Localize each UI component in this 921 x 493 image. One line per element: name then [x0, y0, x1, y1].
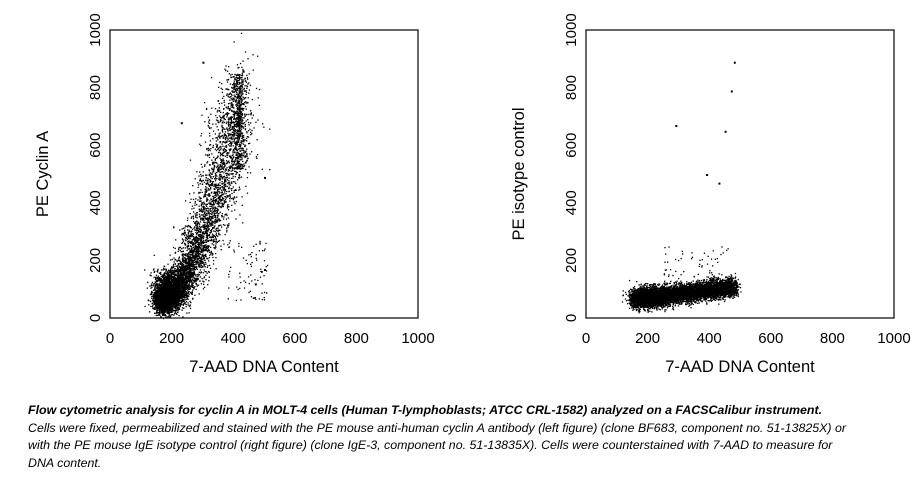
figure-caption: Flow cytometric analysis for cyclin A in… [28, 402, 848, 472]
x-tick-label: 1000 [401, 330, 434, 347]
outlier-point [180, 122, 183, 125]
outlier-point [242, 70, 245, 73]
x-tick-label: 200 [159, 330, 184, 347]
outlier-point [224, 179, 226, 182]
y-tick-label: 200 [563, 248, 580, 273]
y-tick-label: 0 [563, 314, 580, 322]
outlier-point [675, 125, 678, 127]
x-tick-label: 1000 [877, 330, 910, 347]
x-tick-label: 800 [820, 330, 845, 347]
scatter-dots-2 [621, 61, 742, 314]
x-tick-label: 800 [344, 330, 369, 347]
x-axis-label: 7-AAD DNA Content [189, 358, 339, 376]
x-axis-label: 7-AAD DNA Content [665, 358, 815, 376]
x-tick-label: 600 [758, 330, 783, 347]
x-tick-label: 0 [582, 330, 590, 347]
outlier-point [230, 156, 233, 159]
plot-frame-2 [585, 29, 895, 319]
x-tick-label: 400 [697, 330, 722, 347]
y-tick-label: 400 [563, 190, 580, 215]
x-tick-label: 0 [106, 330, 114, 347]
outlier-point [264, 269, 266, 271]
outlier-point [217, 197, 220, 199]
caption-text: Cells were fixed, permeabilized and stai… [28, 420, 846, 470]
y-tick-label: 400 [87, 190, 104, 215]
plot-frame-1 [109, 29, 419, 319]
x-tick-label: 400 [221, 330, 246, 347]
outlier-point [233, 133, 236, 136]
outlier-point [239, 87, 242, 90]
outlier-point [718, 182, 721, 185]
outlier-point [706, 174, 709, 176]
outlier-point [236, 110, 239, 113]
y-tick-label: 600 [87, 133, 104, 158]
outlier-point [724, 130, 727, 133]
y-tick-label: 600 [563, 133, 580, 158]
y-tick-label: 1000 [87, 13, 104, 46]
outlier-point [733, 61, 736, 64]
y-axis-label: PE Cyclin A [34, 131, 52, 217]
outlier-point [264, 176, 266, 179]
outlier-point [730, 90, 733, 93]
y-tick-label: 800 [563, 75, 580, 100]
scatter-dots-1 [144, 32, 271, 320]
outlier-point [254, 283, 257, 286]
y-tick-label: 1000 [563, 13, 580, 46]
plots-area: 0 200 400 600 800 1000 0 200 400 600 800 1000 7-AAD … [34, 13, 911, 376]
y-tick-label: 200 [87, 248, 104, 273]
x-tick-label: 200 [635, 330, 660, 347]
outlier-point [202, 61, 205, 64]
y-axis-label: PE isotype control [510, 108, 528, 241]
x-tick-label: 600 [282, 330, 307, 347]
caption-bold: Flow cytometric analysis for cyclin A in… [28, 403, 823, 417]
y-tick-label: 800 [87, 75, 104, 100]
y-tick-label: 0 [87, 314, 104, 322]
